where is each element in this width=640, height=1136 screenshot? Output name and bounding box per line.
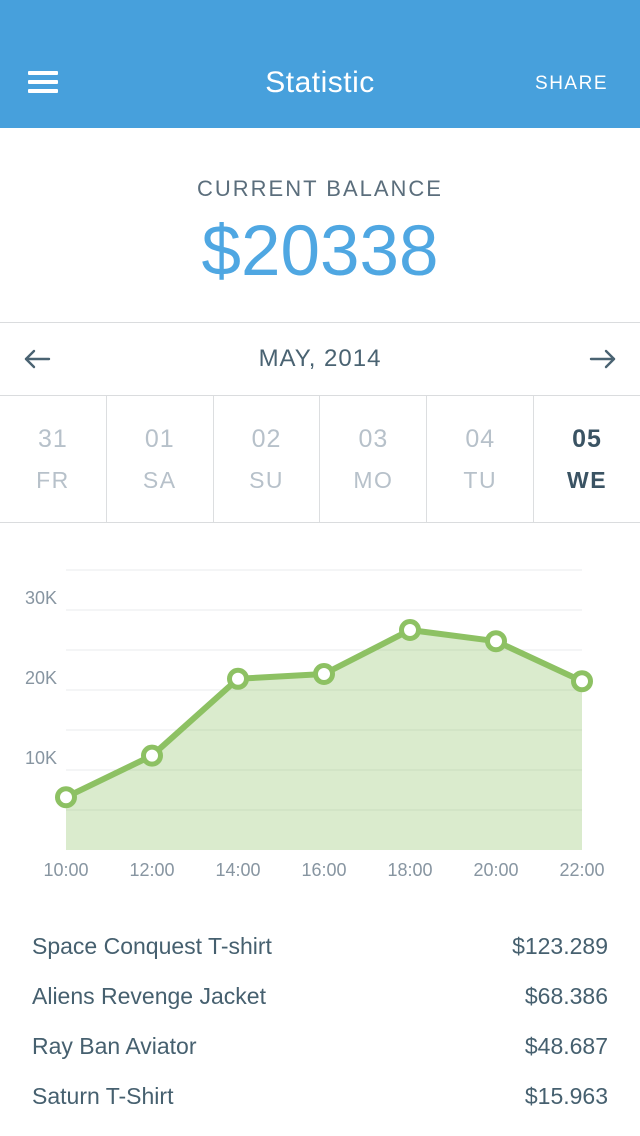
svg-text:10K: 10K	[25, 748, 57, 768]
day-cell-01-sa[interactable]: 01 SA	[107, 396, 214, 522]
svg-text:16:00: 16:00	[301, 860, 346, 880]
balance-chart: 10K 20K 30K 10:00 12:00 14:00 16:00 18:00 20:00 2…	[25, 569, 605, 880]
item-label: Aliens Revenge Jacket	[32, 982, 266, 1009]
day-selector: 31 FR 01 SA 02 SU 03 MO 04 TU 05 WE	[0, 395, 640, 523]
item-price: $15.963	[524, 1082, 608, 1109]
page-title: Statistic	[265, 66, 375, 99]
list-item[interactable]: Ray Ban Aviator $48.687	[0, 1021, 640, 1071]
day-name: WE	[567, 466, 608, 493]
day-name: SU	[249, 466, 285, 493]
app-header: Statistic SHARE	[0, 0, 640, 128]
item-price: $48.687	[524, 1032, 608, 1059]
day-number: 03	[358, 424, 389, 453]
svg-text:18:00: 18:00	[387, 860, 432, 880]
day-name: FR	[36, 466, 70, 493]
svg-text:10:00: 10:00	[43, 860, 88, 880]
item-label: Saturn T-Shirt	[32, 1082, 174, 1109]
hamburger-menu-button[interactable]	[28, 71, 58, 93]
balance-label: CURRENT BALANCE	[197, 176, 443, 201]
item-label: Space Conquest T-shirt	[32, 932, 272, 959]
list-item[interactable]: Saturn T-Shirt $15.963	[0, 1071, 640, 1121]
next-month-button[interactable]	[584, 344, 622, 374]
prev-month-button[interactable]	[18, 344, 56, 374]
list-item[interactable]: Space Conquest T-shirt $123.289	[0, 921, 640, 971]
day-cell-03-mo[interactable]: 03 MO	[320, 396, 428, 522]
item-price: $123.289	[512, 932, 608, 959]
day-cell-04-tu[interactable]: 04 TU	[427, 396, 535, 522]
svg-text:12:00: 12:00	[129, 860, 174, 880]
day-cell-31-fr[interactable]: 31 FR	[0, 396, 107, 522]
day-cell-02-su[interactable]: 02 SU	[214, 396, 321, 522]
share-button[interactable]: SHARE	[535, 73, 608, 94]
svg-text:20K: 20K	[25, 668, 57, 688]
svg-text:14:00: 14:00	[215, 860, 260, 880]
left-arrow-icon	[22, 348, 52, 370]
day-number: 05	[572, 424, 602, 453]
day-number: 02	[251, 424, 282, 453]
list-item[interactable]: Aliens Revenge Jacket $68.386	[0, 971, 640, 1021]
day-name: SA	[142, 466, 177, 493]
month-label: MAY, 2014	[258, 345, 382, 372]
svg-text:22:00: 22:00	[559, 860, 604, 880]
day-name: TU	[463, 466, 498, 493]
item-price: $68.386	[524, 982, 608, 1009]
hamburger-icon	[28, 71, 58, 75]
day-number: 04	[465, 424, 496, 453]
day-number: 31	[38, 424, 68, 453]
item-label: Ray Ban Aviator	[32, 1032, 197, 1059]
svg-text:30K: 30K	[25, 588, 57, 608]
month-navigation: MAY, 2014	[0, 322, 640, 395]
sales-item-list: Space Conquest T-shirt $123.289 Aliens R…	[0, 921, 640, 1121]
day-name: MO	[353, 466, 394, 493]
day-number: 01	[144, 424, 175, 453]
right-arrow-icon	[588, 348, 618, 370]
balance-amount: $20338	[201, 212, 439, 291]
svg-text:20:00: 20:00	[473, 860, 518, 880]
day-cell-05-we[interactable]: 05 WE	[534, 396, 640, 522]
